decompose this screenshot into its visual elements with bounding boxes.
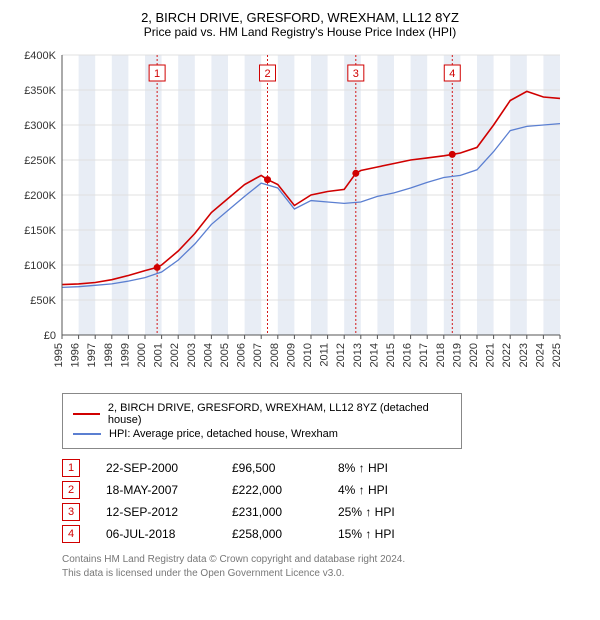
svg-text:2009: 2009: [285, 343, 297, 367]
svg-text:£150K: £150K: [24, 225, 56, 237]
sale-date: 06-JUL-2018: [106, 527, 206, 541]
svg-text:2021: 2021: [485, 343, 497, 367]
svg-text:£100K: £100K: [24, 260, 56, 272]
sale-date: 22-SEP-2000: [106, 461, 206, 475]
svg-text:2024: 2024: [534, 343, 546, 367]
sale-price: £222,000: [232, 483, 312, 497]
svg-text:£50K: £50K: [30, 295, 56, 307]
legend-swatch: [73, 433, 101, 435]
sale-price: £231,000: [232, 505, 312, 519]
sale-date: 18-MAY-2007: [106, 483, 206, 497]
page-subtitle: Price paid vs. HM Land Registry's House …: [10, 25, 590, 39]
svg-text:2011: 2011: [319, 343, 331, 367]
svg-text:2020: 2020: [468, 343, 480, 367]
sale-diff: 15% ↑ HPI: [338, 527, 448, 541]
svg-text:2012: 2012: [335, 343, 347, 367]
sale-diff: 25% ↑ HPI: [338, 505, 448, 519]
svg-text:2014: 2014: [368, 343, 380, 367]
svg-text:3: 3: [353, 68, 359, 80]
svg-text:1998: 1998: [103, 343, 115, 367]
footer-attribution: Contains HM Land Registry data © Crown c…: [62, 553, 590, 580]
price-chart: £0 £50K £100K £150K £200K £250K £300K £350K £400…: [10, 47, 590, 387]
footer-line: This data is licensed under the Open Gov…: [62, 567, 590, 581]
svg-text:2022: 2022: [501, 343, 513, 367]
svg-text:4: 4: [449, 68, 455, 80]
svg-text:2019: 2019: [451, 343, 463, 367]
sale-row: 4 06-JUL-2018 £258,000 15% ↑ HPI: [62, 525, 590, 543]
legend-item: HPI: Average price, detached house, Wrex…: [73, 428, 451, 440]
legend: 2, BIRCH DRIVE, GRESFORD, WREXHAM, LL12 …: [62, 393, 462, 449]
svg-text:2003: 2003: [186, 343, 198, 367]
sale-row: 1 22-SEP-2000 £96,500 8% ↑ HPI: [62, 459, 590, 477]
sale-row: 3 12-SEP-2012 £231,000 25% ↑ HPI: [62, 503, 590, 521]
svg-text:1999: 1999: [119, 343, 131, 367]
svg-text:£250K: £250K: [24, 155, 56, 167]
svg-text:1: 1: [154, 68, 160, 80]
sale-row: 2 18-MAY-2007 £222,000 4% ↑ HPI: [62, 481, 590, 499]
sale-price: £258,000: [232, 527, 312, 541]
svg-text:£350K: £350K: [24, 85, 56, 97]
svg-text:1997: 1997: [86, 343, 98, 367]
sale-marker-box: 3: [62, 503, 80, 521]
svg-text:2: 2: [264, 68, 270, 80]
svg-text:1995: 1995: [53, 343, 65, 367]
sale-price: £96,500: [232, 461, 312, 475]
svg-text:2015: 2015: [385, 343, 397, 367]
svg-text:2004: 2004: [202, 343, 214, 367]
svg-text:2001: 2001: [153, 343, 165, 367]
svg-text:£0: £0: [44, 330, 56, 342]
svg-text:2002: 2002: [169, 343, 181, 367]
svg-text:£300K: £300K: [24, 120, 56, 132]
svg-text:2018: 2018: [435, 343, 447, 367]
footer-line: Contains HM Land Registry data © Crown c…: [62, 553, 590, 567]
sales-table: 1 22-SEP-2000 £96,500 8% ↑ HPI 2 18-MAY-2007 £…: [62, 459, 590, 543]
svg-text:2000: 2000: [136, 343, 148, 367]
sale-marker-box: 2: [62, 481, 80, 499]
legend-item: 2, BIRCH DRIVE, GRESFORD, WREXHAM, LL12 …: [73, 402, 451, 426]
svg-text:2006: 2006: [236, 343, 248, 367]
sale-diff: 8% ↑ HPI: [338, 461, 448, 475]
sale-marker-box: 4: [62, 525, 80, 543]
svg-text:2023: 2023: [518, 343, 530, 367]
sale-diff: 4% ↑ HPI: [338, 483, 448, 497]
svg-text:1996: 1996: [70, 343, 82, 367]
legend-swatch: [73, 413, 100, 415]
page-title: 2, BIRCH DRIVE, GRESFORD, WREXHAM, LL12 …: [10, 10, 590, 25]
legend-label: HPI: Average price, detached house, Wrex…: [109, 428, 338, 440]
svg-text:2010: 2010: [302, 343, 314, 367]
svg-text:2005: 2005: [219, 343, 231, 367]
svg-text:2017: 2017: [418, 343, 430, 367]
legend-label: 2, BIRCH DRIVE, GRESFORD, WREXHAM, LL12 …: [108, 402, 451, 426]
sale-date: 12-SEP-2012: [106, 505, 206, 519]
svg-text:2025: 2025: [551, 343, 563, 367]
svg-text:£200K: £200K: [24, 190, 56, 202]
svg-text:2016: 2016: [402, 343, 414, 367]
svg-text:2008: 2008: [269, 343, 281, 367]
svg-text:2013: 2013: [352, 343, 364, 367]
sale-marker-box: 1: [62, 459, 80, 477]
svg-text:£400K: £400K: [24, 50, 56, 62]
chart-svg: £0 £50K £100K £150K £200K £250K £300K £350K £400…: [10, 47, 570, 387]
svg-text:2007: 2007: [252, 343, 264, 367]
